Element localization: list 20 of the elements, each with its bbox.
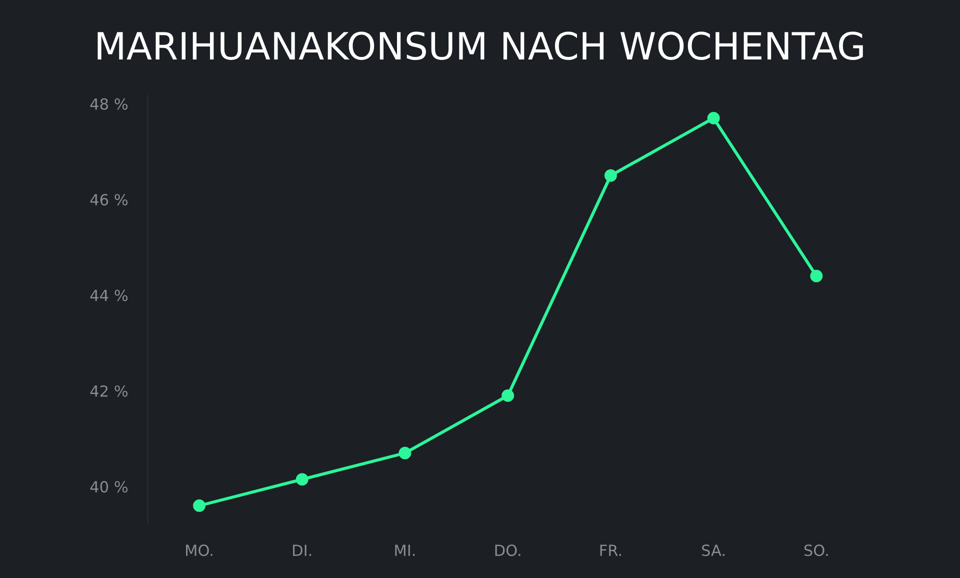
x-tick-label: SO. [804, 544, 828, 556]
point [193, 499, 206, 512]
point [398, 446, 412, 460]
y-tick-label: 46 % [90, 194, 128, 206]
y-tick-label: 48 % [90, 98, 128, 110]
chart-title: MARIHUANAKONSUM NACH WOCHENTAG [98, 32, 863, 60]
y-tick-label: 44 % [90, 290, 128, 302]
x-tick-label: SA. [702, 544, 724, 556]
x-tick-label: DI. [293, 544, 312, 556]
point [707, 112, 720, 124]
point [502, 389, 514, 402]
x-tick-label: DO. [495, 544, 520, 556]
point [296, 473, 308, 486]
x-tick-label: FR. [600, 544, 621, 556]
point [604, 169, 617, 182]
y-tick-label: 40 % [90, 481, 128, 493]
x-tick-label: MO. [186, 544, 212, 556]
y-tick-label: 42 % [90, 385, 128, 397]
point [810, 270, 823, 282]
x-tick-label: MI. [395, 544, 415, 556]
